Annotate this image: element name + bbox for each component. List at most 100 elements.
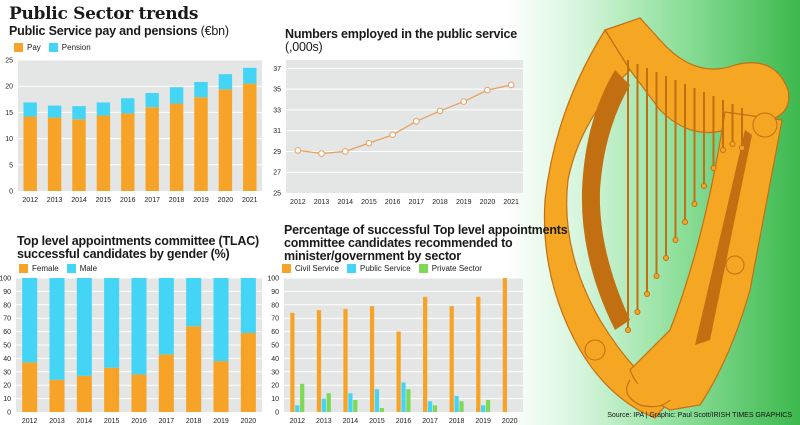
harp-string-peg	[691, 201, 698, 207]
y-tick-label: 60	[271, 329, 279, 336]
bar-private-sector	[406, 389, 411, 412]
x-tick-label: 2020	[218, 197, 234, 204]
chart-title-line: Top level appointments committee (TLAC)	[17, 234, 259, 248]
bar-male	[49, 278, 65, 380]
x-tick-label: 2017	[409, 199, 425, 206]
harp-strings	[625, 60, 745, 333]
chart-tlac-gender: 0 10 20 30 40 50 60 70 80 90 100 2012 2013 2014 2015 20…	[0, 276, 262, 425]
harp-string-peg	[710, 165, 717, 171]
x-tick-label: 2015	[96, 197, 112, 204]
x-tick-label: 2012	[22, 197, 38, 204]
x-tick-label: 2014	[337, 199, 353, 206]
harp-string-peg	[739, 145, 745, 151]
legend-label: Public Service	[360, 264, 411, 273]
harp-string-peg	[663, 255, 669, 261]
data-point	[460, 98, 468, 105]
bar-pay	[96, 115, 111, 191]
data-point	[294, 147, 302, 154]
x-tick-label: 2012	[290, 199, 306, 206]
chart-tlac-gender-title: Top level appointments committee (TLAC) …	[17, 235, 259, 261]
chart-employed-title: Numbers employed in the public service (…	[285, 28, 517, 54]
x-tick-label: 2013	[314, 199, 330, 206]
bar-pay	[194, 97, 208, 191]
bar-pension	[72, 106, 86, 120]
x-tick-label: 2015	[104, 418, 120, 425]
bar-pension	[243, 67, 257, 84]
bar-male	[76, 278, 92, 376]
y-tick-label: 30	[3, 369, 11, 376]
legend-swatch	[14, 43, 23, 52]
bar-civil-service	[502, 278, 507, 412]
bar-private-sector	[300, 383, 305, 412]
y-tick-label: 50	[3, 343, 11, 350]
x-tick-label: 2017	[159, 418, 175, 425]
legend-swatch	[19, 264, 28, 273]
legend-label: Female	[32, 264, 59, 273]
y-tick-label: 10	[5, 136, 13, 143]
x-tick-label: 2021	[242, 197, 258, 204]
y-tick-label: 0	[275, 410, 279, 417]
bar-female	[158, 354, 174, 412]
x-tick-label: 2019	[456, 199, 472, 206]
y-tick-label: 90	[3, 289, 11, 296]
bar-pension	[121, 98, 135, 114]
bar-private-sector	[459, 401, 464, 412]
harp-string-peg	[644, 291, 650, 297]
legend-item-civil-service: Civil Service	[282, 264, 339, 273]
data-point	[318, 150, 325, 157]
legend-item-male: Male	[66, 264, 98, 273]
legend-swatch	[282, 264, 291, 273]
bar-private-sector	[432, 405, 438, 412]
chart-tlac-sector: 0 10 20 30 40 50 60 70 80 90 100 2012 2013 2014 2015 20…	[267, 276, 523, 425]
harp-string-peg	[672, 237, 679, 243]
chart-title-line: committee candidates recommended to	[284, 236, 513, 250]
bar-female	[186, 326, 202, 412]
bar-male	[104, 278, 120, 368]
legend-swatch	[347, 264, 357, 273]
y-tick-label: 15	[5, 110, 13, 117]
x-tick-label: 2020	[480, 199, 496, 206]
bar-pay	[145, 107, 159, 191]
bar-pension	[169, 87, 184, 104]
source-credit: Source: IPA | Graphic: Paul Scott/IRISH …	[607, 412, 792, 419]
bar-pension	[145, 93, 159, 108]
legend-label: Pay	[27, 43, 41, 52]
y-tick-label: 25	[5, 58, 13, 65]
y-tick-label: 100	[0, 276, 11, 283]
x-tick-label: 2014	[343, 418, 359, 425]
data-point	[507, 81, 515, 89]
x-tick-label: 2019	[475, 418, 491, 425]
bar-male	[158, 278, 174, 355]
chart-title-text: Public Service pay and pensions	[9, 24, 198, 38]
harp-string-peg	[625, 327, 631, 333]
x-tick-label: 2017	[144, 197, 160, 204]
y-tick-label: 29	[273, 149, 281, 156]
x-tick-label: 2015	[369, 418, 385, 425]
y-tick-label: 31	[273, 128, 281, 135]
y-tick-label: 20	[271, 383, 279, 390]
chart-title-unit: (€bn)	[200, 24, 229, 38]
harp-string-peg	[682, 219, 688, 225]
chart-tlac-sector-legend: Civil Service Public Service Private Sec…	[282, 264, 482, 273]
x-tick-label: 2016	[396, 418, 412, 425]
bar-pension	[96, 102, 111, 116]
legend-label: Male	[79, 264, 98, 273]
y-tick-label: 0	[9, 189, 13, 196]
chart-pay-pensions: 0 5 10 15 20 25 2012 2013 2014 2015 2016 2017 2018 20…	[5, 58, 262, 204]
bar-public-service	[454, 395, 459, 412]
y-tick-label: 33	[273, 107, 281, 114]
legend-item-pay: Pay	[14, 43, 41, 52]
bar-male	[22, 278, 38, 363]
y-tick-label: 80	[3, 302, 11, 309]
x-tick-label: 2020	[241, 418, 257, 425]
legend-swatch	[66, 264, 76, 273]
y-tick-label: 25	[273, 191, 281, 198]
bar-public-service	[481, 405, 486, 412]
legend-swatch	[418, 264, 428, 273]
harp-string-peg	[634, 309, 641, 315]
harp-frame	[543, 17, 790, 419]
chart-title-unit: (,000s)	[285, 40, 323, 54]
x-tick-label: 2014	[77, 418, 93, 425]
harp-string-peg	[701, 183, 707, 189]
bar-pay	[47, 117, 62, 191]
